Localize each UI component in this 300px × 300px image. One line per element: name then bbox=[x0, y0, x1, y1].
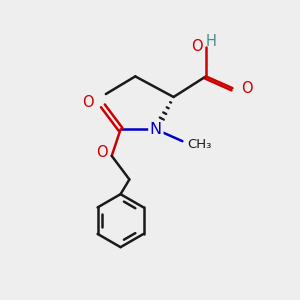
Text: O: O bbox=[82, 95, 94, 110]
Text: O: O bbox=[191, 39, 203, 54]
Text: O: O bbox=[97, 146, 108, 160]
Text: O: O bbox=[241, 81, 252, 96]
Text: N: N bbox=[150, 122, 162, 137]
Text: H: H bbox=[206, 34, 217, 49]
Text: CH₃: CH₃ bbox=[187, 138, 211, 151]
